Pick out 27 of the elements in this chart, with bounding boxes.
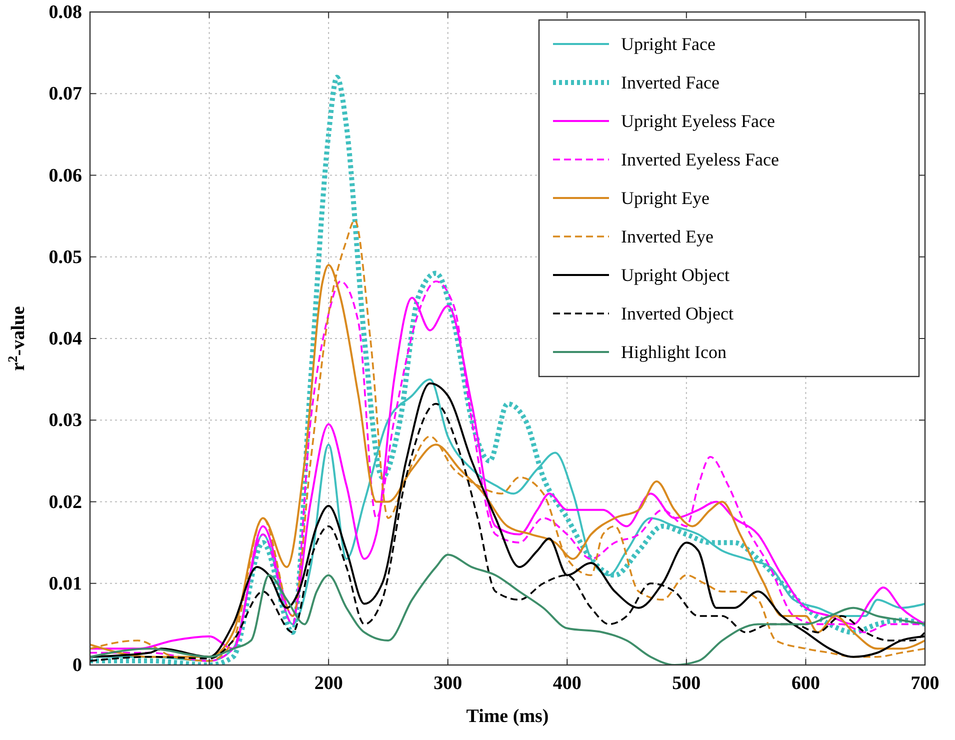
- y-tick-label: 0.06: [48, 165, 82, 186]
- x-axis-title: Time (ms): [466, 706, 549, 727]
- legend-label: Inverted Face: [621, 72, 720, 92]
- legend-label: Upright Eye: [621, 188, 710, 208]
- x-tick-label: 400: [552, 673, 582, 694]
- legend-label: Upright Face: [621, 34, 716, 54]
- x-tick-label: 500: [672, 673, 701, 694]
- y-tick-label: 0.02: [48, 492, 82, 513]
- x-tick-label: 200: [314, 673, 343, 694]
- y-tick-label: 0.03: [48, 410, 82, 432]
- legend-label: Inverted Object: [621, 304, 734, 324]
- legend-label: Inverted Eyeless Face: [621, 150, 779, 170]
- y-tick-label: 0: [72, 655, 82, 676]
- y-tick-label: 0.01: [48, 573, 82, 594]
- x-tick-label: 600: [791, 673, 820, 694]
- y-tick-label: 0.04: [48, 328, 82, 350]
- x-tick-label: 700: [910, 673, 940, 694]
- y-tick-label: 0.08: [48, 2, 82, 23]
- legend-label: Highlight Icon: [621, 342, 726, 362]
- y-tick-label: 0.05: [48, 246, 82, 268]
- y-tick-label: 0.07: [48, 84, 82, 105]
- x-tick-label: 300: [434, 673, 462, 694]
- line-series: [90, 554, 925, 665]
- x-tick-label: 100: [195, 673, 224, 694]
- legend-label: Inverted Eye: [621, 226, 714, 246]
- legend-label: Upright Object: [621, 265, 730, 285]
- legend-label: Upright Eyeless Face: [621, 111, 775, 131]
